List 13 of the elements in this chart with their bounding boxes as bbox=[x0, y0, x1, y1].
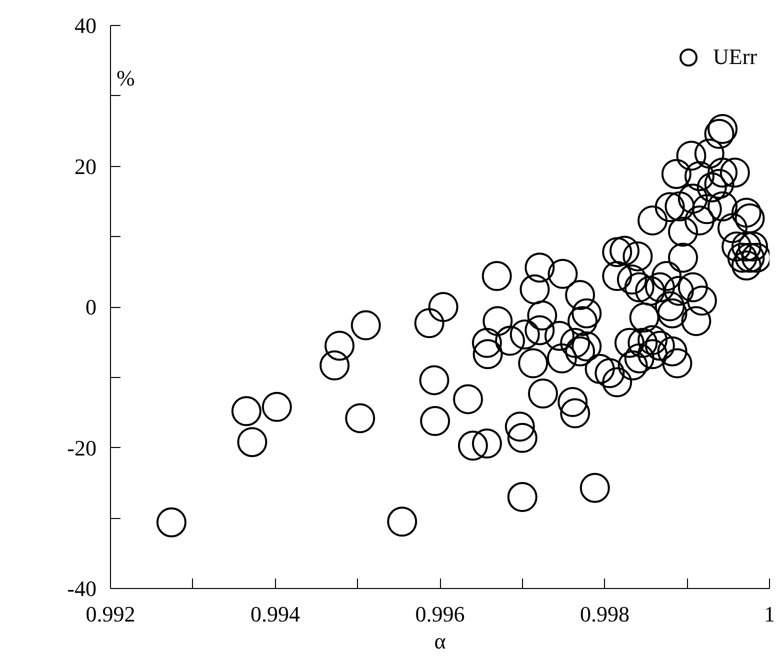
y-tick-label: 40 bbox=[74, 13, 96, 38]
x-tick-label: 0.996 bbox=[415, 602, 465, 626]
x-tick-label: 1 bbox=[764, 602, 775, 626]
y-tick-label: -40 bbox=[67, 576, 96, 601]
x-tick-label: 0.994 bbox=[250, 602, 300, 626]
y-tick-label: 0 bbox=[86, 294, 96, 320]
y-tick-label: -20 bbox=[67, 435, 96, 460]
x-axis-title: α bbox=[434, 628, 446, 654]
legend-label: UErr bbox=[713, 44, 757, 70]
y-tick-label: 20 bbox=[74, 154, 96, 179]
y-axis-title: % bbox=[116, 66, 135, 90]
x-tick-label: 0.992 bbox=[86, 602, 136, 626]
x-tick-label: 0.998 bbox=[580, 602, 630, 626]
